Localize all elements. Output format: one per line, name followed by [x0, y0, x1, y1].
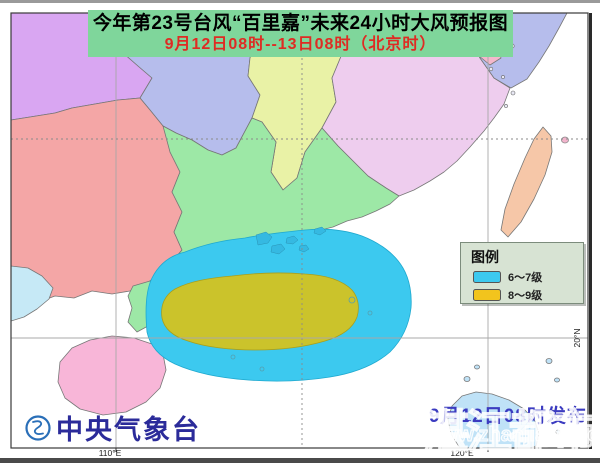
offshore-islet-outlines: [230, 296, 373, 372]
watermark-text: 湛江都市网: [423, 405, 600, 458]
legend-label-6-7: 6～7级: [508, 272, 543, 284]
publish-time: 9月12日08时发布: [429, 406, 587, 427]
legend-box: 图例 6～7级 8～9级: [460, 242, 584, 304]
luzon-island: [447, 391, 540, 448]
vietnam-land: [11, 265, 54, 322]
title-banner: 今年第23号台风“百里嘉”未来24小时大风预报图 9月12日08时--13日08…: [88, 10, 513, 57]
lat-label-20n: 20°N: [572, 329, 582, 348]
watermark-url: www.zhanjiang.cc: [427, 424, 599, 447]
lon-label-120e: 120°E: [450, 448, 474, 458]
legend-item-6-7: 6～7级: [473, 269, 583, 285]
map-subtitle: 9月12日08时--13日08时（北京时）: [164, 36, 437, 53]
legend-swatch-8-9: [473, 289, 501, 301]
small-islands: [463, 358, 561, 435]
bottom-border: [0, 458, 600, 463]
agency-branding: 中央气象台: [24, 408, 201, 447]
top-border: [0, 0, 600, 3]
province-layer: [11, 13, 569, 448]
wind-area-8-9: [161, 272, 359, 351]
graticule: [11, 13, 588, 448]
legend-item-8-9: 8～9级: [473, 287, 583, 303]
wind-layer: [145, 226, 412, 382]
agency-name: 中央气象台: [56, 415, 201, 445]
lon-label-110e: 110°E: [99, 448, 122, 458]
legend-swatch-6-7: [473, 271, 501, 283]
hainan-island: [57, 335, 167, 416]
taiwan-island: [500, 126, 553, 238]
map-title: 今年第23号台风“百里嘉”未来24小时大风预报图: [92, 13, 509, 34]
pink-islet: [561, 136, 569, 144]
cma-logo-icon: [25, 414, 51, 441]
legend-label-8-9: 8～9级: [508, 290, 543, 302]
pearl-delta-waterways: [255, 226, 327, 255]
legend-title: 图例: [471, 249, 499, 265]
